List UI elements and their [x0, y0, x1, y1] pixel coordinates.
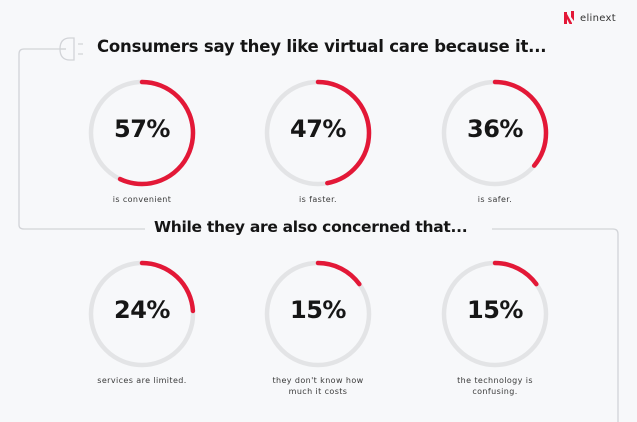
stat-label: the technology is confusing. — [457, 376, 533, 396]
stat-value: 24% — [114, 296, 170, 324]
brand-logo: elinext — [563, 10, 616, 26]
elinext-logo-icon — [564, 11, 574, 24]
stat-label: is safer. — [477, 195, 513, 204]
stat-faster: 47% is faster. — [238, 78, 398, 205]
stat-confusing: 15% the technology is confusing. — [415, 259, 575, 397]
stat-value: 36% — [467, 115, 523, 143]
stat-limited: 24% services are limited. — [62, 259, 222, 386]
progress-ring — [441, 79, 549, 187]
progress-ring — [88, 79, 196, 187]
stat-value: 15% — [290, 296, 346, 324]
progress-ring — [264, 260, 372, 368]
plug-icon — [59, 37, 83, 61]
section-2-title: While they are also concerned that... — [150, 218, 472, 236]
stat-value: 57% — [114, 115, 170, 143]
stat-label: is convenient — [112, 195, 172, 204]
progress-ring — [264, 79, 372, 187]
stat-value: 47% — [290, 115, 346, 143]
stat-label: is faster. — [299, 195, 337, 204]
section-1-title: Consumers say they like virtual care bec… — [97, 37, 547, 56]
progress-ring — [441, 260, 549, 368]
stat-label: services are limited. — [97, 376, 187, 385]
stat-costs: 15% they don't know how much it costs — [238, 259, 398, 397]
stat-safer: 36% is safer. — [415, 78, 575, 205]
stat-convenient: 57% is convenient — [62, 78, 222, 205]
brand-name: elinext — [580, 12, 616, 24]
progress-ring — [88, 260, 196, 368]
stat-value: 15% — [467, 296, 523, 324]
stat-label: they don't know how much it costs — [272, 376, 364, 396]
